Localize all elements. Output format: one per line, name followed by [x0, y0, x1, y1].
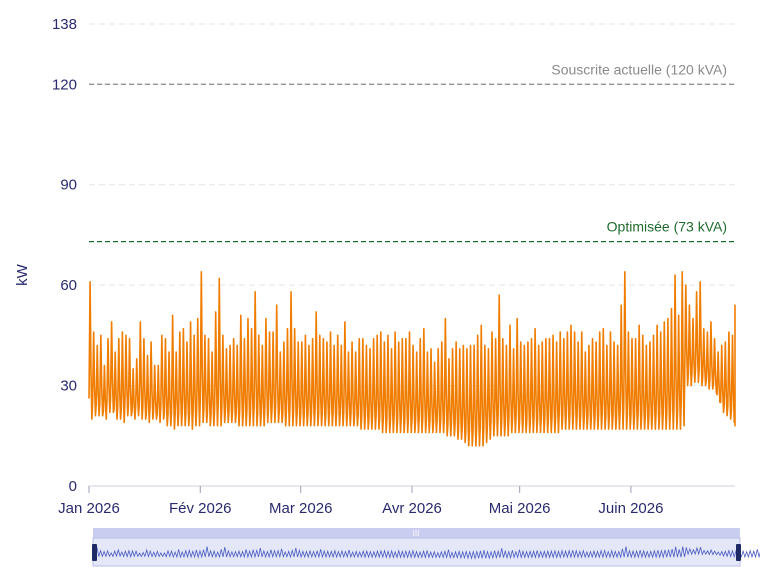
y-axis-label: kW [14, 263, 31, 286]
x-tick-label: Mar 2026 [269, 500, 332, 517]
series-line [88, 270, 736, 447]
x-tick-label: Jan 2026 [58, 500, 120, 517]
x-tick-label: Avr 2026 [382, 500, 442, 517]
navigator-left-handle[interactable] [92, 544, 97, 561]
reference-line-label: Souscrite actuelle (120 kVA) [551, 61, 727, 77]
reference-line-label: Optimisée (73 kVA) [607, 219, 727, 235]
navigator-series-line [96, 546, 760, 560]
y-tick-label: 30 [60, 378, 77, 395]
series-layer [88, 270, 736, 447]
x-tick-label: Mai 2026 [489, 500, 551, 517]
range-navigator[interactable]: III [92, 528, 760, 567]
navigator-right-handle[interactable] [736, 544, 741, 561]
x-axis: Jan 2026 Fév 2026 Mar 2026 Avr 2026 Mai 2026… [58, 486, 663, 517]
x-tick-label: Fév 2026 [169, 500, 232, 517]
y-tick-label: 0 [69, 478, 77, 495]
reference-lines: Souscrite actuelle (120 kVA) Optimisée (7… [89, 61, 735, 243]
x-tick-label: Juin 2026 [598, 500, 663, 517]
grid [89, 23, 735, 387]
y-tick-label: 138 [52, 16, 77, 33]
navigator-scrollbar[interactable] [93, 528, 740, 538]
y-tick-label: 120 [52, 76, 77, 93]
y-tick-label: 90 [60, 177, 77, 194]
y-axis: 0 30 60 90 120 138 [52, 16, 77, 495]
y-tick-label: 60 [60, 277, 77, 294]
navigator-scrollbar-grip[interactable]: III [413, 529, 420, 538]
